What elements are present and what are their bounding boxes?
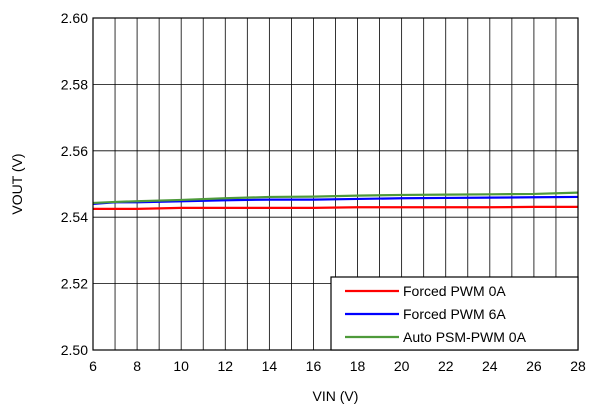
x-tick-label: 18 xyxy=(350,358,366,374)
y-tick-label: 2.52 xyxy=(61,276,88,292)
x-axis-label: VIN (V) xyxy=(313,388,359,404)
legend-label-2: Forced PWM 6A xyxy=(403,306,506,322)
x-tick-label: 16 xyxy=(306,358,322,374)
x-tick-label: 22 xyxy=(438,358,454,374)
x-tick-label: 10 xyxy=(173,358,189,374)
y-tick-label: 2.60 xyxy=(61,10,88,26)
series-lines xyxy=(92,191,579,210)
x-tick-label: 26 xyxy=(526,358,542,374)
x-tick-label: 6 xyxy=(89,358,97,374)
legend: Forced PWM 0A Forced PWM 6A Auto PSM-PWM 0… xyxy=(330,276,579,351)
y-tick-label: 2.58 xyxy=(61,76,88,92)
y-tick-label: 2.50 xyxy=(61,342,88,358)
x-tick-label: 28 xyxy=(570,358,586,374)
x-tick-label: 8 xyxy=(133,358,141,374)
y-tick-label: 2.54 xyxy=(61,209,88,225)
legend-label-3: Auto PSM-PWM 0A xyxy=(403,329,527,345)
x-tick-label: 12 xyxy=(217,358,233,374)
tick-labels: 6 8 10 12 14 16 18 20 22 24 26 28 2.50 2.52 2.54 2.56 2.… xyxy=(61,10,586,374)
legend-label-1: Forced PWM 0A xyxy=(403,283,506,299)
x-tick-label: 14 xyxy=(262,358,278,374)
x-tick-label: 20 xyxy=(394,358,410,374)
y-axis-label: VOUT (V) xyxy=(9,153,25,214)
series-line-1 xyxy=(93,205,578,210)
y-tick-label: 2.56 xyxy=(61,143,88,159)
series-line-3 xyxy=(92,191,579,205)
x-tick-label: 24 xyxy=(482,358,498,374)
